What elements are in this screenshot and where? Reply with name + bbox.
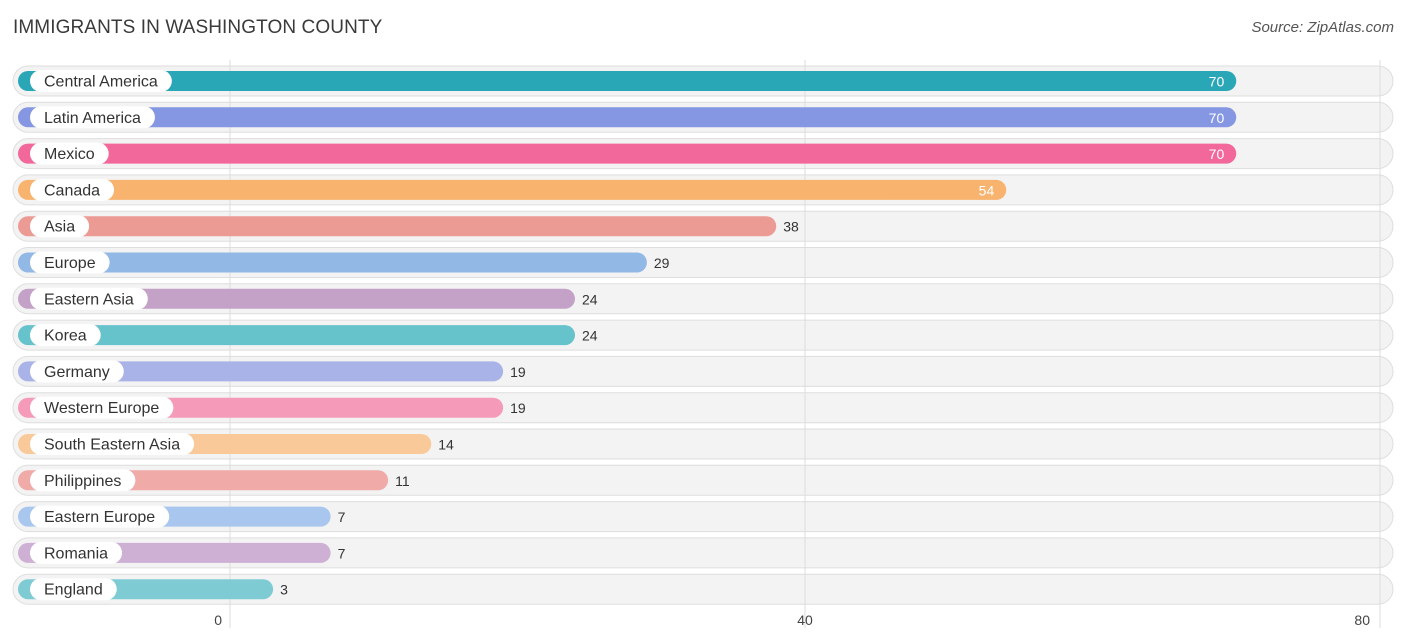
value-label: 70 (1209, 110, 1225, 126)
category-label: Eastern Europe (44, 509, 155, 526)
category-label: England (44, 582, 103, 599)
label-pill (30, 287, 148, 310)
value-label: 70 (1209, 146, 1225, 162)
label-pill (30, 142, 109, 165)
label-pill (30, 469, 136, 492)
bar (18, 216, 777, 237)
bar (18, 252, 647, 273)
category-label: Western Europe (44, 400, 159, 417)
label-pill (30, 360, 124, 383)
label-pill (30, 324, 101, 347)
value-label: 7 (338, 509, 346, 525)
category-label: Romania (44, 545, 108, 562)
bar (18, 107, 1237, 128)
label-pill (30, 178, 115, 201)
category-label: Eastern Asia (44, 291, 134, 308)
chart-title: IMMIGRANTS IN WASHINGTON COUNTY (13, 17, 383, 38)
value-label: 7 (338, 545, 346, 561)
bar (18, 143, 1237, 164)
label-pill (30, 251, 110, 274)
category-label: Asia (44, 219, 75, 236)
category-label: Latin America (44, 110, 141, 127)
x-tick-label: 0 (214, 612, 222, 628)
value-label: 70 (1209, 74, 1225, 90)
value-label: 38 (783, 219, 799, 235)
bar (18, 179, 1007, 200)
category-label: Mexico (44, 146, 95, 163)
bar (18, 71, 1237, 91)
label-pill (30, 215, 90, 238)
row-track (12, 501, 1394, 533)
bar (18, 288, 575, 309)
label-pill (30, 433, 195, 455)
row-track (12, 537, 1394, 569)
source-label: Source: ZipAtlas.com (1251, 19, 1394, 36)
category-label: Canada (44, 182, 100, 199)
category-label: Korea (44, 328, 87, 345)
value-label: 19 (510, 400, 526, 416)
label-pill (30, 541, 123, 564)
x-tick-label: 40 (797, 612, 813, 628)
value-label: 11 (395, 473, 410, 489)
value-label: 29 (654, 255, 670, 271)
bar (18, 361, 504, 382)
label-pill (30, 106, 155, 129)
category-label: Germany (44, 364, 110, 381)
label-pill (30, 578, 117, 601)
label-pill (30, 505, 170, 528)
value-label: 54 (979, 182, 995, 198)
category-label: Central America (44, 74, 158, 91)
category-label: Europe (44, 255, 96, 272)
bar (18, 325, 575, 346)
label-pill (30, 396, 174, 419)
x-tick-label: 80 (1354, 612, 1370, 628)
value-label: 3 (280, 582, 288, 598)
value-label: 24 (582, 328, 598, 344)
value-label: 14 (438, 437, 454, 453)
value-label: 19 (510, 364, 526, 380)
category-label: Philippines (44, 473, 121, 490)
row-track (12, 573, 1394, 605)
value-label: 24 (582, 291, 598, 307)
label-pill (30, 70, 172, 92)
category-label: South Eastern Asia (44, 437, 180, 454)
